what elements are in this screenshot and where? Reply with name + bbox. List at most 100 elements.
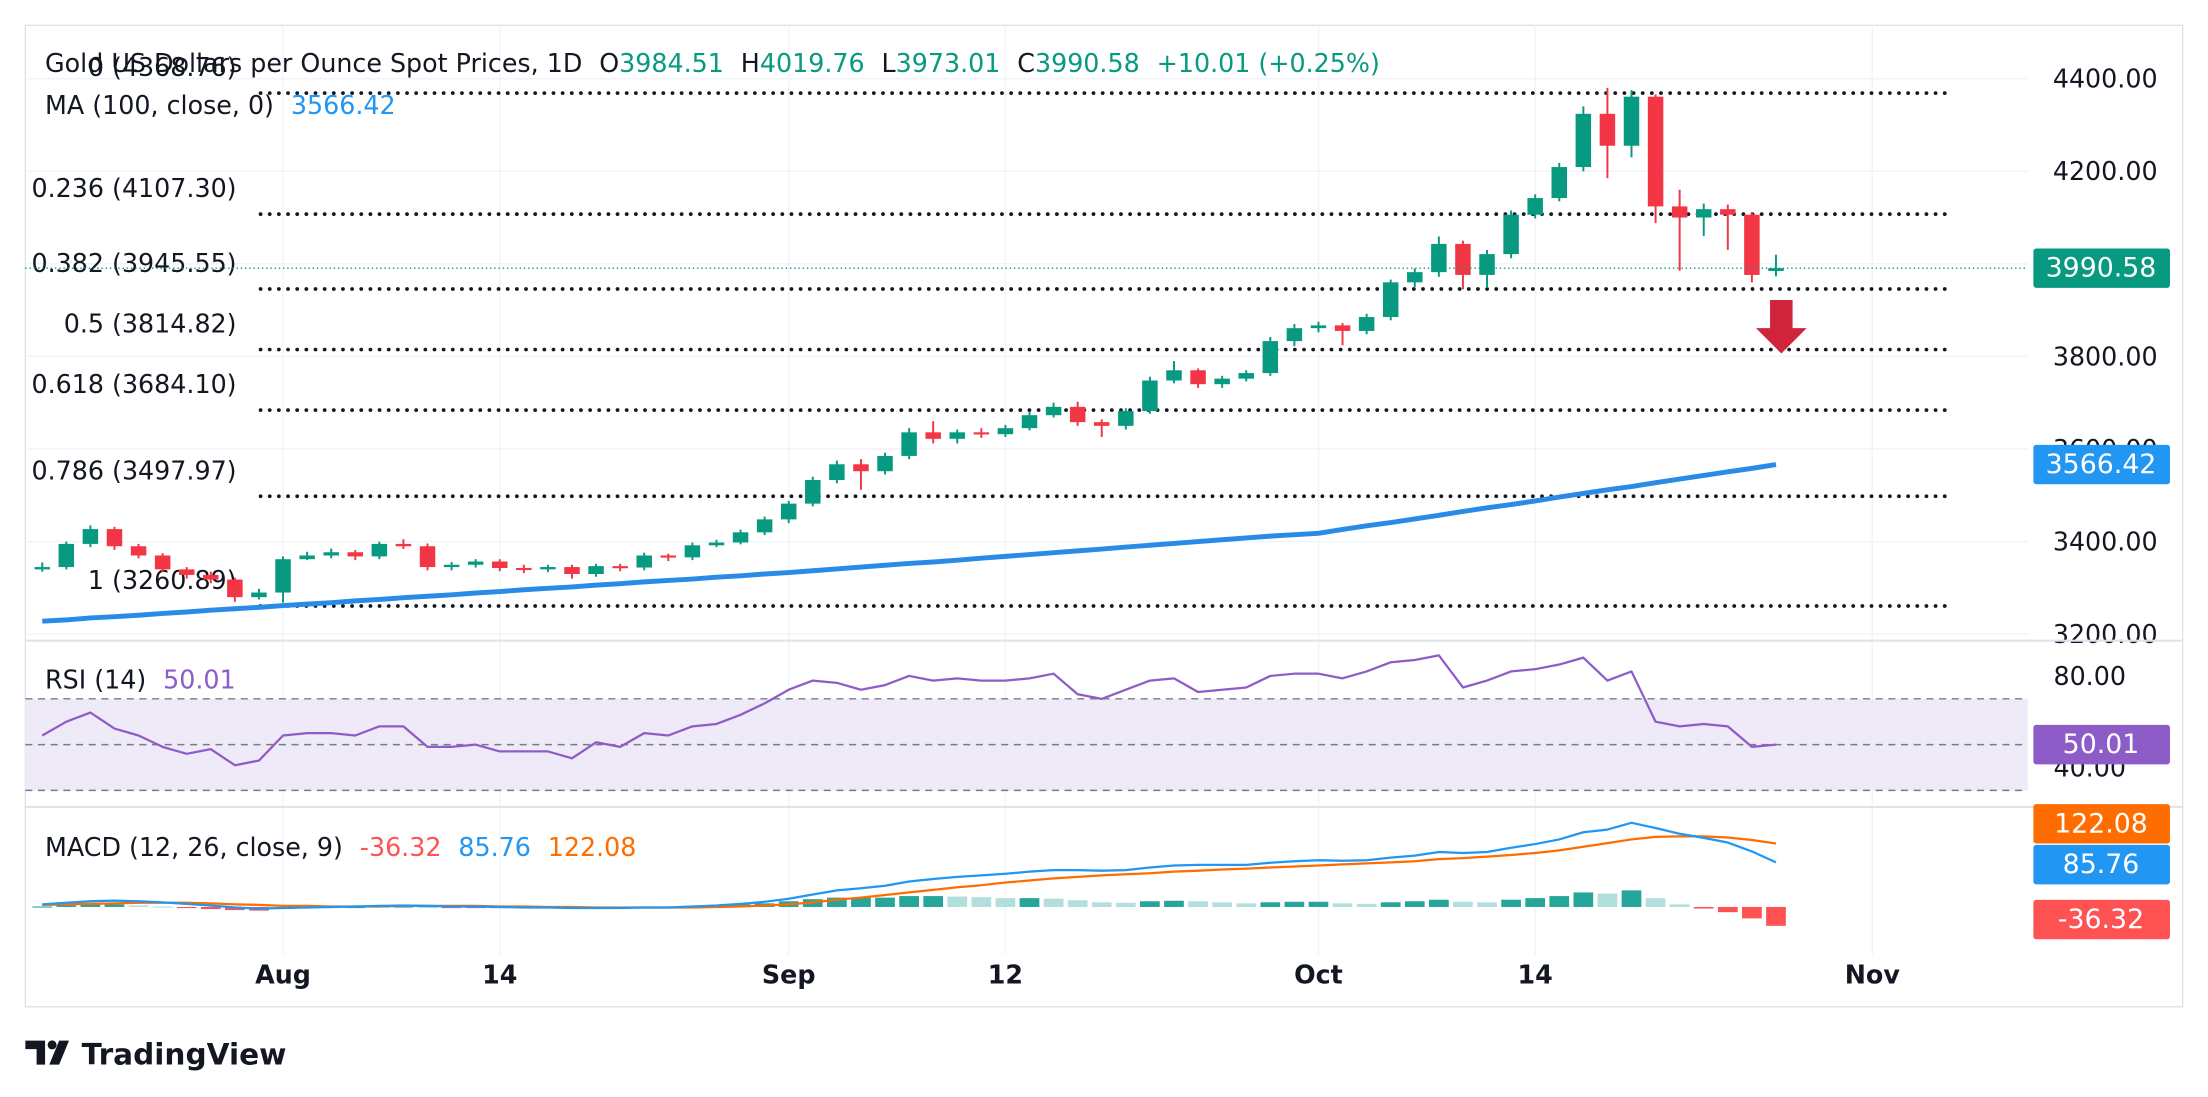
candle-body xyxy=(467,561,484,565)
candle-body xyxy=(1382,282,1399,318)
candle-body xyxy=(1623,96,1640,146)
candle-body xyxy=(564,567,580,575)
macd-histogram-bar xyxy=(1501,899,1521,907)
legend-item: RSI (14) xyxy=(45,665,146,695)
candle-body xyxy=(997,428,1014,435)
macd-histogram-bar xyxy=(1645,898,1666,907)
candle-body xyxy=(684,545,701,558)
macd-value-label: 85.76 xyxy=(2063,849,2140,880)
candle-body xyxy=(1142,380,1158,412)
last-price-label-box xyxy=(2033,248,2170,288)
candle-body xyxy=(853,464,869,472)
indicator-legend: RSI (14) 50.01 xyxy=(45,665,236,695)
candle-body xyxy=(443,564,460,568)
legend-item: MACD (12, 26, close, 9) xyxy=(45,832,343,862)
change-label: +10.01 (+0.25%) xyxy=(1157,48,1380,78)
macd-histogram-bar xyxy=(1115,902,1136,907)
candle-body xyxy=(371,543,388,557)
macd-histogram-bar xyxy=(1308,901,1329,907)
macd-histogram-bar xyxy=(971,897,992,907)
macd-histogram-bar xyxy=(947,896,968,907)
ma-value-label: 3566.42 xyxy=(2046,449,2157,480)
candle-body xyxy=(588,566,604,575)
candle-body xyxy=(106,529,123,547)
indicator-legend: MACD (12, 26, close, 9) -36.32 85.76 122.08 xyxy=(45,832,636,862)
macd-histogram-bar xyxy=(923,896,944,907)
chart-frame xyxy=(24,24,2184,1008)
candle-body xyxy=(1214,378,1230,385)
candle-body xyxy=(130,546,147,556)
candle-body xyxy=(82,529,99,544)
macd-histogram-bar xyxy=(1260,902,1281,907)
macd-histogram-bar xyxy=(1212,902,1233,907)
macd-histogram-bar xyxy=(1549,896,1570,907)
ohlc-label: H xyxy=(741,48,760,78)
candle-body xyxy=(780,503,797,520)
candle-body xyxy=(1069,406,1086,423)
legend-item: 3566.42 xyxy=(291,90,396,120)
macd-histogram-bar xyxy=(1140,901,1160,907)
candle-body xyxy=(612,566,628,569)
candle-body xyxy=(347,552,364,557)
macd-histogram-bar xyxy=(1188,901,1208,907)
macd-histogram-bar xyxy=(128,905,149,907)
down-arrow xyxy=(1755,299,1807,354)
ohlc-label: C xyxy=(1017,48,1035,78)
candle-body xyxy=(660,555,677,558)
candle-body xyxy=(1551,167,1568,199)
candle-body xyxy=(516,567,532,571)
candle-body xyxy=(251,592,267,598)
macd-histogram-bar xyxy=(200,906,221,910)
macd-histogram-bar xyxy=(1717,906,1738,913)
macd-histogram-bar xyxy=(1067,900,1088,907)
candle-body xyxy=(1671,206,1688,218)
candle-body xyxy=(1238,373,1254,379)
macd-histogram-bar xyxy=(995,898,1016,907)
y-tick-label: 3800.00 xyxy=(2053,341,2158,371)
macd-histogram-bar xyxy=(1284,901,1305,907)
plot-layer: Aug14Sep12Oct14Nov3200.003400.003600.003… xyxy=(25,25,2183,989)
candle-body xyxy=(1334,325,1351,331)
candle-body xyxy=(395,543,412,547)
candle-body xyxy=(732,532,749,543)
candle-body xyxy=(154,555,171,570)
macd-histogram-bar xyxy=(1404,901,1425,907)
rsi-line xyxy=(41,654,1777,767)
macd-histogram-bar xyxy=(393,906,414,908)
fib-level-label: 0.786 (3497.97) xyxy=(32,455,237,485)
macd-histogram-bar xyxy=(1019,898,1040,907)
macd-histogram-bar xyxy=(1453,901,1473,907)
moving-average-line xyxy=(42,462,1777,624)
signal-value-label-box xyxy=(2033,804,2170,844)
candle-body xyxy=(1599,113,1616,146)
candle-body xyxy=(1407,272,1423,283)
macd-histogram-bar xyxy=(1766,906,1786,926)
candle-body xyxy=(275,559,291,593)
x-tick-label: 14 xyxy=(1518,959,1553,989)
macd-histogram-bar xyxy=(1525,898,1546,907)
histogram-value-label: -36.32 xyxy=(2058,904,2144,935)
candle-body xyxy=(708,542,725,546)
candle-body xyxy=(1455,243,1471,275)
macd-value-label-box xyxy=(2033,844,2170,885)
candle-body xyxy=(1479,254,1495,275)
x-tick-label: 14 xyxy=(482,959,517,989)
fib-level-label: 0.236 (4107.30) xyxy=(32,173,237,203)
histogram-value-label-box xyxy=(2033,899,2170,940)
ma-value-label-box xyxy=(2033,444,2170,485)
ohlc-label: L xyxy=(882,48,896,78)
candle-body xyxy=(901,432,917,456)
macd-histogram-bar xyxy=(417,906,438,909)
y-tick-label: 4200.00 xyxy=(2053,156,2158,186)
candle-body xyxy=(756,519,773,533)
fib-level-label: 0.618 (3684.10) xyxy=(32,369,237,399)
macd-histogram-bar xyxy=(1164,900,1184,907)
candle-body xyxy=(1647,96,1664,207)
macd-histogram-bar xyxy=(1693,906,1714,909)
candle-body xyxy=(1527,198,1543,215)
legend-item: 50.01 xyxy=(163,665,236,695)
macd-histogram-bar xyxy=(152,906,173,908)
macd-histogram-bar xyxy=(80,904,101,907)
candle-body xyxy=(1021,415,1038,429)
